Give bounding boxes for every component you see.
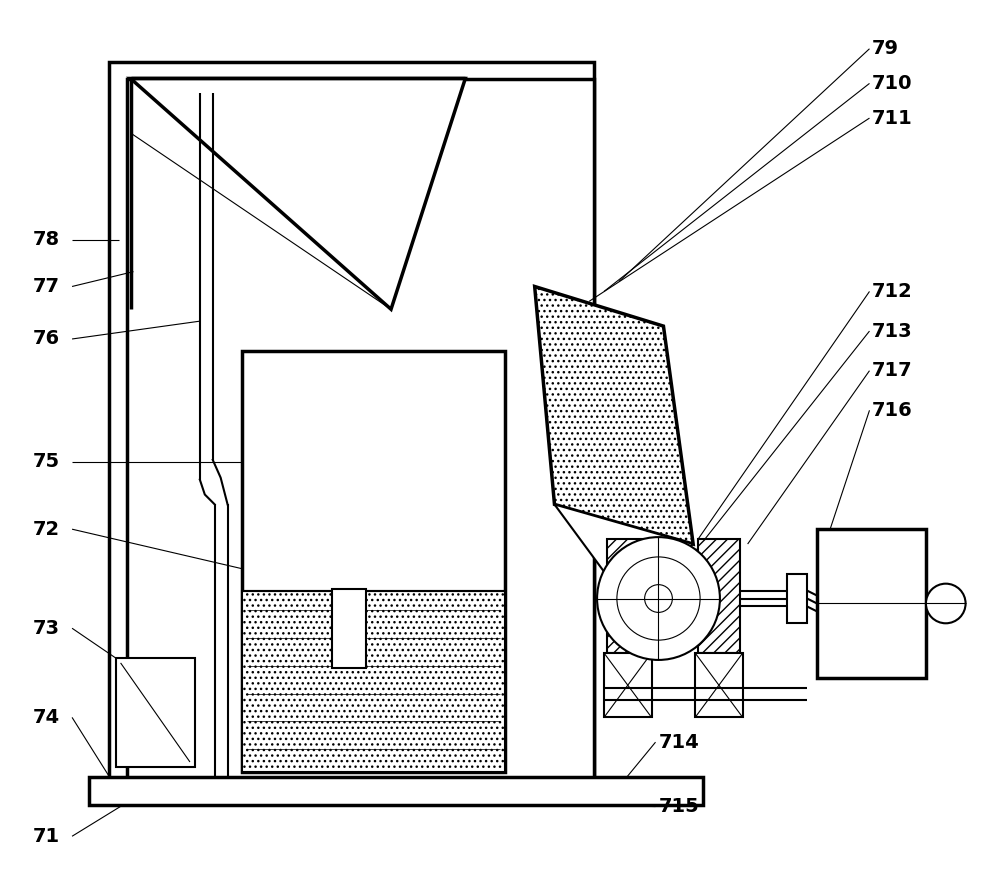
Bar <box>109 62 594 785</box>
Bar <box>242 351 505 772</box>
Text: 74: 74 <box>32 708 60 727</box>
Text: 73: 73 <box>32 618 59 638</box>
Text: 710: 710 <box>871 74 912 93</box>
Circle shape <box>597 537 720 660</box>
Text: 715: 715 <box>658 797 699 816</box>
Bar <box>332 588 366 668</box>
Bar <box>127 80 594 785</box>
Bar <box>607 539 649 653</box>
Bar <box>116 658 195 767</box>
Bar <box>89 777 703 804</box>
Polygon shape <box>131 79 465 309</box>
Bar <box>698 539 740 653</box>
Circle shape <box>645 585 672 612</box>
Text: 711: 711 <box>871 109 912 128</box>
Bar <box>242 591 505 772</box>
Text: 71: 71 <box>32 827 60 846</box>
Text: 712: 712 <box>871 282 912 301</box>
Text: 77: 77 <box>32 277 59 296</box>
Text: 75: 75 <box>32 453 60 471</box>
Text: 79: 79 <box>871 39 898 58</box>
Text: 78: 78 <box>32 230 60 250</box>
Circle shape <box>617 557 700 640</box>
Text: 72: 72 <box>32 520 60 539</box>
Text: 717: 717 <box>871 361 912 380</box>
Polygon shape <box>535 286 693 544</box>
Text: 714: 714 <box>658 733 699 751</box>
Bar <box>817 529 926 678</box>
Text: 76: 76 <box>32 330 60 348</box>
Bar <box>695 653 743 718</box>
Text: 716: 716 <box>871 400 912 420</box>
Bar <box>787 574 807 623</box>
Bar <box>604 653 652 718</box>
Circle shape <box>926 584 966 623</box>
Polygon shape <box>554 504 693 599</box>
Text: 713: 713 <box>871 322 912 340</box>
